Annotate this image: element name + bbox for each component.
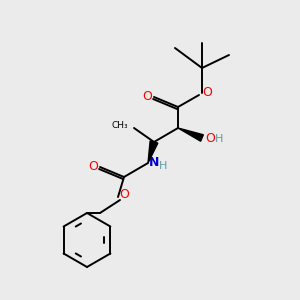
Text: O: O <box>205 133 215 146</box>
Text: O: O <box>142 89 152 103</box>
Text: N: N <box>149 155 159 169</box>
Text: H: H <box>215 134 223 144</box>
Polygon shape <box>148 141 158 163</box>
Polygon shape <box>178 128 203 141</box>
Text: O: O <box>119 188 129 202</box>
Text: CH₃: CH₃ <box>111 121 128 130</box>
Text: O: O <box>88 160 98 172</box>
Text: O: O <box>202 85 212 98</box>
Text: H: H <box>159 161 167 171</box>
